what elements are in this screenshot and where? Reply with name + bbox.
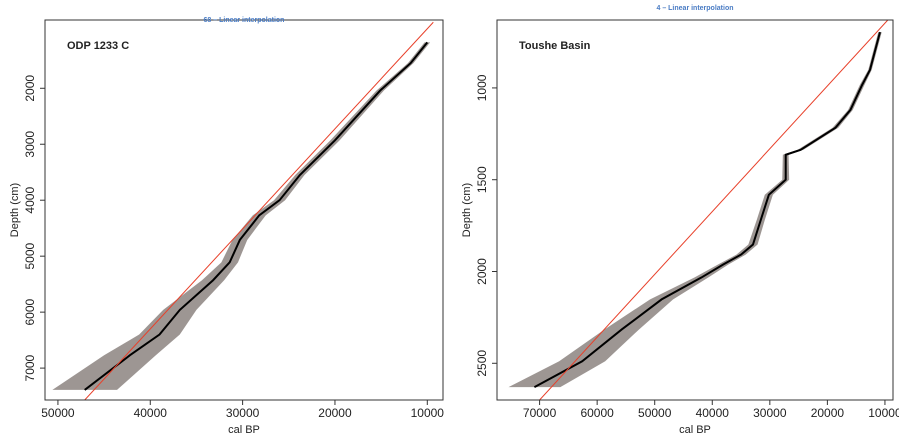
y-tick-label: 5000: [23, 243, 37, 270]
plot-frame: [496, 19, 894, 401]
subtitle: 4 – Linear interpolation: [656, 5, 733, 12]
uncertainty-envelope: [508, 32, 882, 388]
y-tick-label: 7000: [23, 354, 37, 381]
y-tick-label: 2000: [475, 258, 489, 285]
x-tick-label: 70000: [523, 406, 557, 420]
x-tick-label: 20000: [811, 406, 845, 420]
series-line: [533, 31, 881, 389]
y-axis-label: Depth (cm): [9, 183, 21, 237]
x-tick-label: 40000: [696, 406, 730, 420]
subtitle: 68 – Linear interpolation: [204, 17, 285, 24]
chart-title: ODP 1233 C: [67, 40, 129, 52]
x-tick-label: 60000: [580, 406, 614, 420]
x-tick-label: 10000: [868, 406, 899, 420]
chart-title: Toushe Basin: [519, 40, 591, 52]
y-tick-label: 3000: [23, 131, 37, 158]
x-tick-label: 50000: [638, 406, 672, 420]
x-tick-label: 20000: [318, 406, 352, 420]
x-axis-label: cal BP: [228, 424, 260, 436]
series-line: [539, 20, 889, 400]
x-tick-label: 50000: [41, 406, 75, 420]
y-tick-label: 6000: [23, 298, 37, 325]
y-tick-label: 2000: [23, 75, 37, 102]
y-tick-label: 2500: [475, 350, 489, 377]
y-tick-label: 1500: [475, 166, 489, 193]
uncertainty-envelope: [52, 42, 431, 390]
x-tick-label: 10000: [411, 406, 445, 420]
y-tick-label: 4000: [23, 187, 37, 214]
y-axis-label: Depth (cm): [461, 183, 473, 237]
series-line: [84, 21, 434, 400]
y-tick-label: 1000: [475, 74, 489, 101]
x-axis-label: cal BP: [679, 424, 711, 436]
x-tick-label: 30000: [753, 406, 787, 420]
series-line: [84, 41, 429, 391]
plot-frame: [44, 19, 444, 401]
x-tick-label: 40000: [134, 406, 168, 420]
x-tick-label: 30000: [226, 406, 260, 420]
